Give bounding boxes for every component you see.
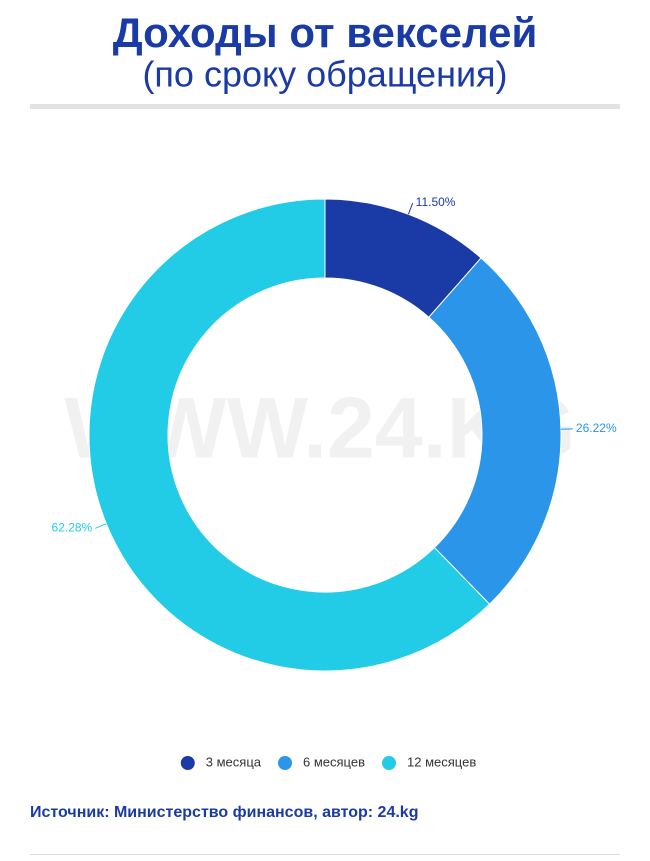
leader-line — [407, 202, 414, 215]
legend-label: 12 месяцев — [407, 754, 476, 769]
data-label: 26.22% — [576, 421, 617, 435]
legend-marker — [278, 756, 293, 770]
legend-item: 3 месяца — [180, 754, 262, 770]
legend-label: 6 месяцев — [303, 754, 365, 769]
legend-label: 3 месяца — [206, 754, 262, 769]
leader-line — [95, 523, 107, 529]
chart-subtitle: (по сроку обращения) — [142, 54, 507, 95]
legend-item: 12 месяцев — [382, 754, 476, 770]
legend: 3 месяца 6 месяцев 12 месяцев — [180, 754, 476, 770]
donut-slice — [428, 257, 562, 605]
data-label: 11.50% — [416, 195, 456, 209]
divider — [30, 104, 620, 109]
legend-marker — [382, 756, 397, 770]
source-note: Источник: Министерство финансов, автор: … — [30, 804, 418, 821]
divider — [30, 854, 620, 855]
donut: 11.50% 26.22% 62.28% — [52, 195, 617, 672]
chart-title: Доходы от векселей — [113, 9, 538, 56]
legend-marker — [180, 756, 195, 770]
data-label: 62.28% — [52, 520, 93, 534]
donut-slice — [88, 198, 491, 672]
legend-item: 6 месяцев — [278, 754, 365, 770]
